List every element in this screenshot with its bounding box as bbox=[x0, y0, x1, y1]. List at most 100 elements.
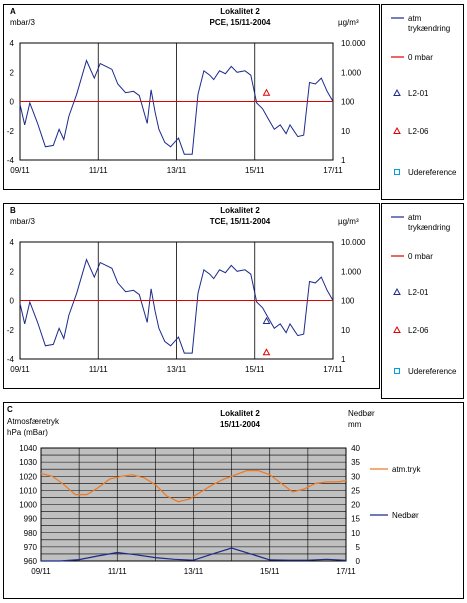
left-tick-label-c: 1040 bbox=[19, 444, 37, 453]
right-tick-label-a: 10 bbox=[341, 127, 350, 136]
right-tick-label-c: 20 bbox=[351, 501, 360, 510]
right-tick-label-b: 1 bbox=[341, 355, 346, 364]
series-line-nedb-r-c bbox=[41, 547, 347, 562]
left-tick-label-a: 2 bbox=[10, 68, 15, 77]
left-tick-label-a: 0 bbox=[10, 98, 15, 107]
chart-panel-a-frame bbox=[3, 4, 380, 190]
left-tick-label-b: 2 bbox=[10, 267, 15, 276]
right-tick-label-b: 10 bbox=[341, 326, 350, 335]
legend-label-udereference-a: Udereference bbox=[408, 168, 457, 177]
left-tick-label-c: 1020 bbox=[19, 472, 37, 481]
legend-swatch-l2-06-b bbox=[393, 325, 401, 333]
x-tick-label-b: 13/11 bbox=[167, 365, 187, 374]
x-tick-label-a: 13/11 bbox=[167, 166, 187, 175]
left-tick-label-c: 1000 bbox=[19, 501, 37, 510]
left-tick-label-b: 0 bbox=[10, 297, 15, 306]
right-tick-label-a: 1 bbox=[341, 156, 346, 165]
chart-subtitle-a: PCE, 15/11-2004 bbox=[210, 18, 271, 27]
left-tick-label-b: -2 bbox=[7, 326, 15, 335]
chart-panel-b-frame bbox=[3, 203, 380, 389]
left-tick-label-c: 980 bbox=[24, 529, 38, 538]
right-tick-label-c: 10 bbox=[351, 529, 360, 538]
right-tick-label-b: 10.000 bbox=[341, 238, 366, 247]
right-axis-label-b: µg/m³ bbox=[338, 217, 359, 226]
data-point-l2-06-a bbox=[262, 88, 271, 96]
x-tick-label-a: 17/11 bbox=[323, 166, 343, 175]
legend-label-l2-06-a: L2-06 bbox=[408, 127, 429, 136]
right-tick-label-a: 1.000 bbox=[341, 68, 362, 77]
data-point-l2-06-b bbox=[262, 348, 271, 356]
panel-letter-c: C bbox=[7, 405, 13, 414]
legend-swatch-l2-01-a bbox=[393, 88, 401, 96]
left-tick-label-c: 960 bbox=[24, 557, 38, 566]
chart-title-b: Lokalitet 2 bbox=[220, 206, 260, 215]
legend-label-atm-tryk-ndring-line2-a: trykændring bbox=[408, 24, 450, 33]
left-tick-label-b: -4 bbox=[7, 355, 15, 364]
right-axis-label-a: µg/m³ bbox=[338, 18, 359, 27]
x-tick-label-b: 17/11 bbox=[323, 365, 343, 374]
legend-swatch-l2-01-b bbox=[393, 287, 401, 295]
chart-subtitle-c: 15/11-2004 bbox=[220, 420, 261, 429]
legend-a-frame bbox=[381, 4, 464, 200]
legend-swatch-l2-06-a bbox=[393, 126, 401, 134]
panel-letter-b: B bbox=[10, 206, 16, 215]
left-axis-label-c-line2: hPa (mBar) bbox=[7, 428, 48, 437]
legend-label-l2-06-b: L2-06 bbox=[408, 326, 429, 335]
right-tick-label-a: 10.000 bbox=[341, 39, 366, 48]
legend-label-atm-tryk-c: atm.tryk bbox=[392, 465, 421, 474]
x-tick-label-a: 09/11 bbox=[10, 166, 30, 175]
right-tick-label-b: 1.000 bbox=[341, 267, 362, 276]
left-tick-label-b: 4 bbox=[10, 238, 15, 247]
legend-label-0-mbar-b: 0 mbar bbox=[408, 252, 433, 261]
x-tick-label-a: 11/11 bbox=[89, 166, 108, 175]
left-tick-label-c: 990 bbox=[24, 515, 38, 524]
legend-label-atm-tryk-ndring-a: atm bbox=[408, 14, 422, 23]
left-tick-label-a: 4 bbox=[10, 39, 15, 48]
legend-label-atm-tryk-ndring-line2-b: trykændring bbox=[408, 223, 450, 232]
x-tick-label-b: 09/11 bbox=[10, 365, 30, 374]
legend-label-l2-01-a: L2-01 bbox=[408, 89, 429, 98]
right-tick-label-c: 30 bbox=[351, 472, 360, 481]
left-axis-label-c: Atmosfæretryk bbox=[7, 417, 60, 426]
x-tick-label-c: 11/11 bbox=[108, 567, 127, 576]
legend-label-atm-tryk-ndring-b: atm bbox=[408, 213, 422, 222]
data-point-l2-01-b bbox=[262, 316, 271, 324]
x-tick-label-b: 15/11 bbox=[245, 365, 265, 374]
x-tick-label-c: 15/11 bbox=[260, 567, 280, 576]
x-tick-label-b: 11/11 bbox=[89, 365, 108, 374]
legend-swatch-udereference-b bbox=[394, 368, 400, 374]
right-tick-label-c: 15 bbox=[351, 515, 360, 524]
left-tick-label-c: 1030 bbox=[19, 458, 37, 467]
legend-label-l2-01-b: L2-01 bbox=[408, 288, 429, 297]
right-tick-label-c: 25 bbox=[351, 486, 360, 495]
panel-letter-a: A bbox=[10, 7, 16, 16]
left-tick-label-c: 970 bbox=[24, 543, 38, 552]
right-axis-label-c-line2: mm bbox=[348, 420, 362, 429]
right-tick-label-c: 40 bbox=[351, 444, 360, 453]
legend-b-frame bbox=[381, 203, 464, 399]
right-axis-label-c: Nedbør bbox=[348, 409, 375, 418]
legend-label-udereference-b: Udereference bbox=[408, 367, 457, 376]
right-tick-label-b: 100 bbox=[341, 297, 355, 306]
left-tick-label-a: -4 bbox=[7, 156, 15, 165]
left-tick-label-a: -2 bbox=[7, 127, 15, 136]
series-line-atm-tryk-c bbox=[40, 470, 347, 503]
left-axis-label-b: mbar/3 bbox=[10, 217, 35, 226]
legend-swatch-udereference-a bbox=[394, 169, 400, 175]
x-tick-label-c: 09/11 bbox=[31, 567, 51, 576]
right-tick-label-c: 5 bbox=[356, 543, 361, 552]
chart-title-c: Lokalitet 2 bbox=[220, 409, 260, 418]
legend-label-0-mbar-a: 0 mbar bbox=[408, 53, 433, 62]
right-tick-label-c: 35 bbox=[351, 458, 360, 467]
left-axis-label-a: mbar/3 bbox=[10, 18, 35, 27]
chart-title-a: Lokalitet 2 bbox=[220, 7, 260, 16]
x-tick-label-c: 13/11 bbox=[184, 567, 204, 576]
right-tick-label-a: 100 bbox=[341, 98, 355, 107]
legend-label-nedb-r-c: Nedbør bbox=[392, 511, 419, 520]
chart-subtitle-b: TCE, 15/11-2004 bbox=[210, 217, 271, 226]
x-tick-label-a: 15/11 bbox=[245, 166, 265, 175]
right-tick-label-c: 0 bbox=[356, 557, 361, 566]
x-tick-label-c: 17/11 bbox=[336, 567, 356, 576]
left-tick-label-c: 1010 bbox=[19, 486, 37, 495]
